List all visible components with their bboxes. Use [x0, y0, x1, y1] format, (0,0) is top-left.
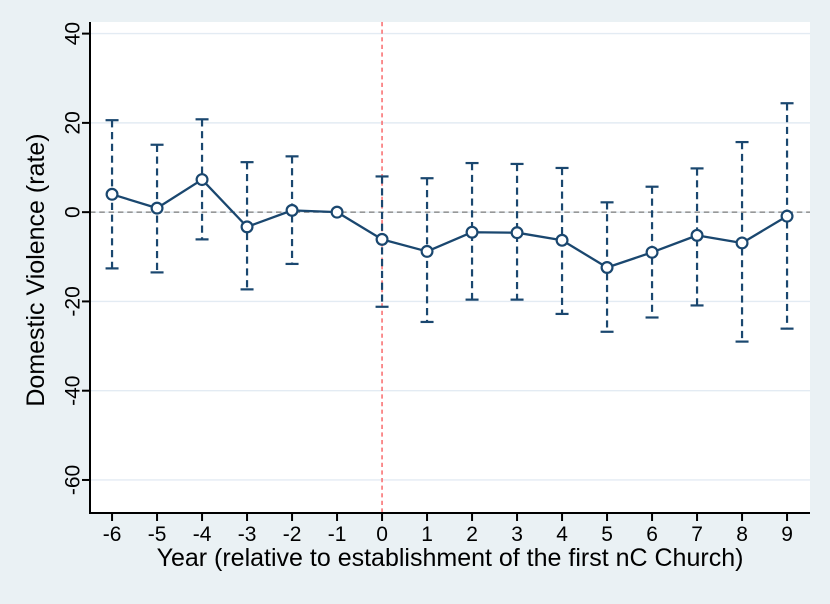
x-tick-label-7: 7 — [691, 523, 703, 546]
marker-year--6 — [105, 187, 119, 201]
x-tick-label-2: 2 — [466, 523, 478, 546]
marker-year-8 — [735, 236, 749, 250]
marker-year-5 — [600, 261, 614, 275]
y-tick-label-40: 40 — [62, 22, 85, 45]
x-tick-label--1: -1 — [328, 523, 347, 546]
x-tick-label-1: 1 — [421, 523, 433, 546]
marker-year--5 — [150, 201, 164, 215]
marker-year-0 — [375, 232, 389, 246]
y-tick-label--40: -40 — [62, 376, 85, 406]
marker-year-6 — [645, 245, 659, 259]
x-tick-label-6: 6 — [646, 523, 658, 546]
x-axis-title: Year (relative to establishment of the f… — [157, 544, 744, 572]
marker-year--1 — [330, 205, 344, 219]
x-tick-label-0: 0 — [376, 523, 388, 546]
marker-year-9 — [780, 209, 794, 223]
plot-area — [90, 22, 810, 513]
estimate-line — [111, 178, 788, 269]
y-tick-label-0: 0 — [62, 206, 85, 218]
y-tick-label--60: -60 — [62, 465, 85, 495]
marker-year-3 — [510, 226, 524, 240]
x-tick-label--6: -6 — [103, 523, 122, 546]
marker-year-7 — [690, 228, 704, 242]
x-tick-label--4: -4 — [193, 523, 212, 546]
x-tick-label-3: 3 — [511, 523, 523, 546]
x-tick-label-9: 9 — [781, 523, 793, 546]
marker-year--4 — [195, 173, 209, 187]
y-tick-label-20: 20 — [62, 111, 85, 134]
x-tick-label-8: 8 — [736, 523, 748, 546]
x-tick-label-4: 4 — [556, 523, 568, 546]
y-axis-title: Domestic Violence (rate) — [22, 133, 50, 406]
marker-year-4 — [555, 233, 569, 247]
marker-year--2 — [285, 203, 299, 217]
marker-year-2 — [465, 225, 479, 239]
x-tick-label-5: 5 — [601, 523, 613, 546]
marker-year-1 — [420, 244, 434, 258]
x-tick-label--3: -3 — [238, 523, 257, 546]
y-tick-label--20: -20 — [62, 286, 85, 316]
marker-year--3 — [240, 220, 254, 234]
x-tick-label--2: -2 — [283, 523, 302, 546]
x-tick-label--5: -5 — [148, 523, 167, 546]
